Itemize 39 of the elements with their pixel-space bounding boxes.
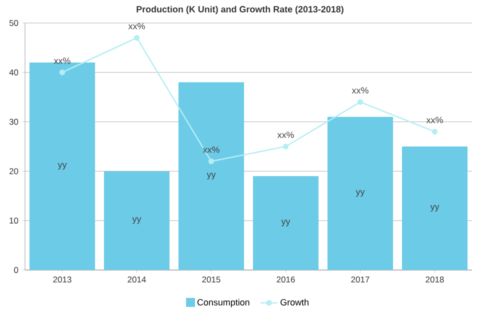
data-label: xx% <box>352 87 368 94</box>
point <box>59 70 66 76</box>
data-label: xx% <box>202 146 220 153</box>
data-label: yy <box>356 190 365 197</box>
x-tick-label: 2017 <box>351 276 370 283</box>
data-label: xx% <box>54 58 70 64</box>
point <box>134 34 140 41</box>
y-tick-label: 10 <box>10 218 18 224</box>
bar <box>178 82 244 270</box>
legend-label: Growth <box>280 298 308 306</box>
y-tick-label: 30 <box>9 118 18 125</box>
point <box>282 144 289 150</box>
x-tick-label: 2013 <box>53 276 72 283</box>
data-label: yy <box>206 172 216 180</box>
point <box>432 128 438 135</box>
data-label: xx% <box>277 132 294 138</box>
data-label: xx% <box>128 23 145 30</box>
bar <box>104 171 170 270</box>
bar <box>327 116 394 270</box>
data-label: yy <box>281 220 290 226</box>
bar <box>402 146 468 270</box>
bar <box>29 62 96 270</box>
y-tick-label: 40 <box>9 69 18 76</box>
data-label: xx% <box>426 116 443 124</box>
data-label: yy <box>58 162 67 170</box>
x-tick-label: 2018 <box>426 276 444 283</box>
x-tick-label: 2014 <box>128 276 146 283</box>
legend-label: Consumption <box>197 298 250 308</box>
data-label: yy <box>430 204 440 212</box>
point <box>357 99 364 105</box>
point <box>208 158 214 164</box>
y-tick-label: 0 <box>14 267 18 273</box>
y-tick-label: 20 <box>9 168 18 174</box>
x-tick-label: 2016 <box>276 276 295 283</box>
y-tick-label: 50 <box>9 20 18 26</box>
data-label: yy <box>132 217 142 224</box>
x-tick-label: 2015 <box>202 276 220 283</box>
bar <box>252 176 319 270</box>
chart-title: Production (K Unit) and Growth Rate (2013-2018) <box>136 6 344 14</box>
